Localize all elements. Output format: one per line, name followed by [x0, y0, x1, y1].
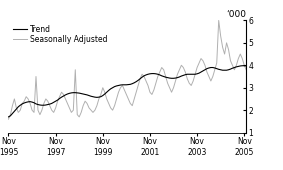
Legend: Trend, Seasonally Adjusted: Trend, Seasonally Adjusted [12, 24, 108, 45]
Text: ‘000: ‘000 [226, 10, 246, 19]
